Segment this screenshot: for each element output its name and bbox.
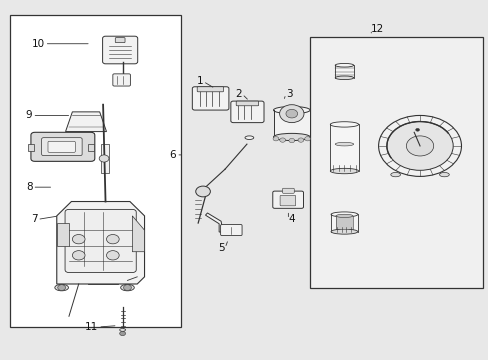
Text: 10: 10 xyxy=(31,39,44,49)
Ellipse shape xyxy=(335,214,352,217)
Circle shape xyxy=(106,234,119,244)
Ellipse shape xyxy=(120,328,125,331)
Ellipse shape xyxy=(334,63,353,67)
Circle shape xyxy=(99,155,109,162)
Circle shape xyxy=(58,285,65,291)
Text: 7: 7 xyxy=(31,215,37,224)
FancyBboxPatch shape xyxy=(197,87,223,92)
FancyBboxPatch shape xyxy=(31,132,95,161)
Text: 12: 12 xyxy=(370,24,384,35)
Ellipse shape xyxy=(334,76,353,80)
Ellipse shape xyxy=(273,134,309,140)
FancyBboxPatch shape xyxy=(236,101,258,106)
Ellipse shape xyxy=(330,212,357,217)
Circle shape xyxy=(288,138,294,143)
FancyBboxPatch shape xyxy=(230,101,264,123)
Text: 1: 1 xyxy=(196,76,203,86)
Text: 3: 3 xyxy=(285,89,292,99)
Bar xyxy=(330,215,357,231)
Ellipse shape xyxy=(330,122,358,127)
Circle shape xyxy=(120,331,125,336)
FancyBboxPatch shape xyxy=(272,191,303,208)
Bar xyxy=(330,125,358,171)
Bar xyxy=(28,144,34,151)
Circle shape xyxy=(386,122,452,170)
FancyBboxPatch shape xyxy=(280,195,295,206)
FancyBboxPatch shape xyxy=(192,87,228,110)
Text: 4: 4 xyxy=(288,215,294,224)
Ellipse shape xyxy=(390,172,400,177)
Circle shape xyxy=(285,109,297,118)
FancyBboxPatch shape xyxy=(115,38,125,42)
Circle shape xyxy=(415,129,419,131)
Polygon shape xyxy=(132,216,144,252)
Circle shape xyxy=(195,186,210,197)
Ellipse shape xyxy=(55,284,68,291)
Bar xyxy=(273,110,309,137)
Text: 8: 8 xyxy=(26,182,32,192)
Bar xyxy=(334,65,353,78)
Text: 9: 9 xyxy=(26,111,32,121)
Circle shape xyxy=(106,251,119,260)
Circle shape xyxy=(272,136,278,141)
Bar xyxy=(10,15,181,327)
Ellipse shape xyxy=(334,142,353,146)
FancyBboxPatch shape xyxy=(220,225,242,235)
Circle shape xyxy=(72,234,85,244)
Text: 2: 2 xyxy=(235,89,242,99)
Circle shape xyxy=(279,138,285,142)
Circle shape xyxy=(406,136,433,156)
FancyBboxPatch shape xyxy=(65,210,136,273)
Bar xyxy=(101,144,109,173)
Text: 5: 5 xyxy=(218,243,224,253)
Polygon shape xyxy=(65,112,106,132)
Polygon shape xyxy=(57,202,144,284)
Ellipse shape xyxy=(439,172,448,177)
Text: 11: 11 xyxy=(85,322,98,332)
Circle shape xyxy=(378,116,461,176)
FancyBboxPatch shape xyxy=(113,74,130,86)
Bar xyxy=(310,37,483,288)
Bar xyxy=(335,215,352,229)
FancyBboxPatch shape xyxy=(41,138,82,156)
Ellipse shape xyxy=(273,107,309,114)
Ellipse shape xyxy=(244,136,253,139)
FancyBboxPatch shape xyxy=(48,141,75,152)
FancyBboxPatch shape xyxy=(102,36,138,64)
Circle shape xyxy=(279,105,304,123)
Ellipse shape xyxy=(121,284,134,291)
Polygon shape xyxy=(57,223,69,246)
Circle shape xyxy=(297,138,303,142)
Bar xyxy=(88,144,94,151)
Text: 6: 6 xyxy=(169,150,176,160)
FancyBboxPatch shape xyxy=(282,188,294,193)
Circle shape xyxy=(304,136,310,141)
Circle shape xyxy=(72,251,85,260)
Polygon shape xyxy=(205,213,223,232)
Circle shape xyxy=(123,285,131,291)
Ellipse shape xyxy=(330,168,358,174)
Ellipse shape xyxy=(330,229,357,234)
